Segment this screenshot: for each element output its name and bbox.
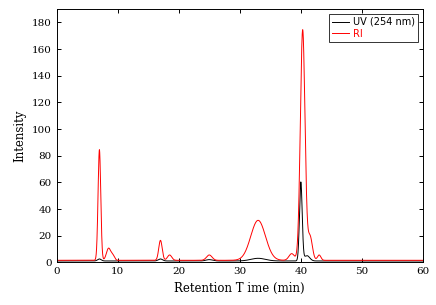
- X-axis label: Retention T ime (min): Retention T ime (min): [174, 282, 305, 295]
- RI: [218, 258, 223, 262]
- Legend: UV (254 nm), RI: UV (254 nm), RI: [329, 14, 418, 42]
- UV (254 nm): [192, 259, 198, 263]
- RI: [192, 258, 198, 262]
- UV (254 nm): [141, 259, 146, 263]
- RI: [141, 258, 146, 262]
- UV (254 nm): [420, 259, 426, 263]
- RI: [420, 258, 426, 262]
- UV (254 nm): [417, 259, 422, 263]
- UV (254 nm): [143, 259, 148, 263]
- UV (254 nm): [298, 180, 303, 184]
- Line: UV (254 nm): UV (254 nm): [57, 182, 423, 261]
- RI: [143, 258, 148, 262]
- UV (254 nm): [139, 259, 144, 263]
- RI: [54, 258, 59, 262]
- UV (254 nm): [54, 259, 59, 263]
- Y-axis label: Intensity: Intensity: [14, 109, 27, 162]
- RI: [300, 28, 305, 31]
- RI: [139, 258, 144, 262]
- Line: RI: RI: [57, 30, 423, 260]
- UV (254 nm): [218, 259, 223, 263]
- RI: [417, 258, 422, 262]
